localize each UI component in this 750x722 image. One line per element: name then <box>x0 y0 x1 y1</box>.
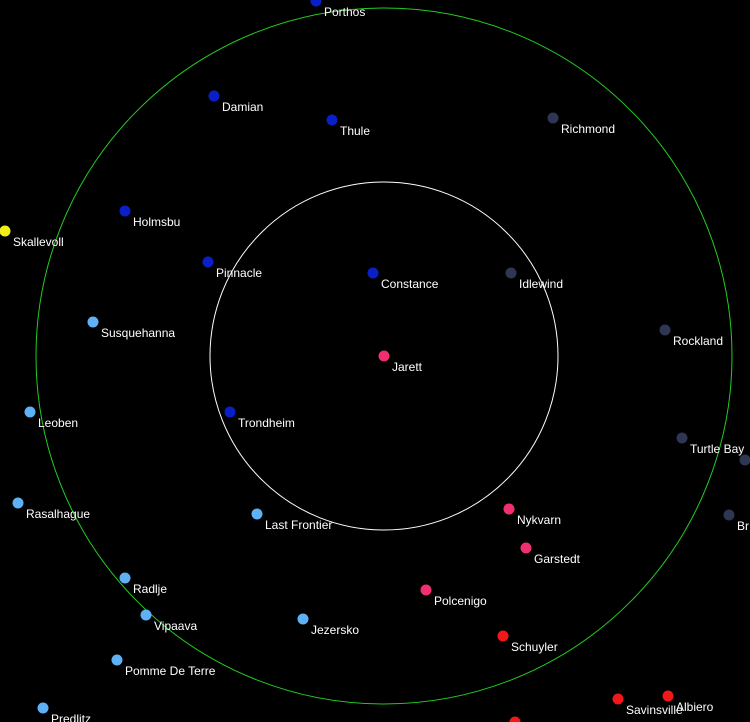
system-predlitz[interactable]: Predlitz <box>37 702 92 722</box>
system-marker[interactable] <box>208 90 220 102</box>
system-idlewind[interactable]: Idlewind <box>505 267 564 292</box>
system-damian[interactable]: Damian <box>208 90 264 115</box>
system-turtle-bay[interactable]: Turtle Bay <box>676 432 745 457</box>
system-label: Polcenigo <box>434 594 487 608</box>
system-label: Leoben <box>38 416 78 430</box>
system-richmond[interactable]: Richmond <box>547 112 616 137</box>
system-marker[interactable] <box>612 693 624 705</box>
system-marker[interactable] <box>87 316 99 328</box>
system-marker[interactable] <box>111 654 123 666</box>
system-marker[interactable] <box>0 225 11 237</box>
system-label: Vipaava <box>154 619 197 633</box>
outer-range-ring <box>35 7 733 705</box>
system-label: Turtle Bay <box>690 442 744 456</box>
system-marker[interactable] <box>202 256 214 268</box>
system-marker[interactable] <box>503 503 515 515</box>
system-jezersko[interactable]: Jezersko <box>297 613 360 638</box>
system-label: Thule <box>340 124 370 138</box>
system-label: Richmond <box>561 122 615 136</box>
system-label: Constance <box>381 277 439 291</box>
system-marker[interactable] <box>723 509 735 521</box>
system-label: Albiero <box>676 700 714 714</box>
system-label: Last Frontier <box>265 518 332 532</box>
system-pinnacle[interactable]: Pinnacle <box>202 256 263 281</box>
system-unnamed-15[interactable] <box>739 454 750 466</box>
system-label: Damian <box>222 100 263 114</box>
system-marker[interactable] <box>251 508 263 520</box>
system-marker[interactable] <box>520 542 532 554</box>
system-label: Trondheim <box>238 416 295 430</box>
system-porthos[interactable]: Porthos <box>310 0 366 19</box>
system-label: Porthos <box>324 5 365 19</box>
inner-range-ring <box>209 181 559 531</box>
system-marker[interactable] <box>497 630 509 642</box>
system-label: Rasalhague <box>26 507 90 521</box>
system-marker[interactable] <box>367 267 379 279</box>
system-garstedt[interactable]: Garstedt <box>520 542 581 567</box>
system-holmsbu[interactable]: Holmsbu <box>119 205 181 230</box>
system-nykvarn[interactable]: Nykvarn <box>503 503 562 528</box>
system-marker[interactable] <box>119 205 131 217</box>
system-label: Radlje <box>133 582 167 596</box>
system-vipaava[interactable]: Vipaava <box>140 609 198 634</box>
system-marker[interactable] <box>37 702 49 714</box>
system-marker[interactable] <box>509 716 521 722</box>
system-pomme-de-terre[interactable]: Pomme De Terre <box>111 654 216 679</box>
system-unnamed-30[interactable] <box>509 716 521 722</box>
system-marker[interactable] <box>224 406 236 418</box>
system-label: Skallevoll <box>13 235 64 249</box>
system-marker[interactable] <box>676 432 688 444</box>
system-leoben[interactable]: Leoben <box>24 406 79 431</box>
system-marker[interactable] <box>547 112 559 124</box>
system-rasalhague[interactable]: Rasalhague <box>12 497 91 522</box>
system-label: Br <box>737 519 749 533</box>
system-skallevoll[interactable]: Skallevoll <box>0 225 64 250</box>
system-br[interactable]: Br <box>723 509 750 534</box>
system-thule[interactable]: Thule <box>326 114 371 139</box>
system-label: Schuyler <box>511 640 558 654</box>
system-label: Nykvarn <box>517 513 561 527</box>
system-last-frontier[interactable]: Last Frontier <box>251 508 333 533</box>
system-label: Holmsbu <box>133 215 180 229</box>
system-marker[interactable] <box>119 572 131 584</box>
system-label: Jarett <box>392 360 423 374</box>
system-marker[interactable] <box>505 267 517 279</box>
system-polcenigo[interactable]: Polcenigo <box>420 584 488 609</box>
system-label: Jezersko <box>311 623 359 637</box>
system-label: Pinnacle <box>216 266 262 280</box>
system-marker[interactable] <box>310 0 322 7</box>
system-marker[interactable] <box>24 406 36 418</box>
system-trondheim[interactable]: Trondheim <box>224 406 295 431</box>
system-schuyler[interactable]: Schuyler <box>497 630 558 655</box>
system-label: Savinsville <box>626 703 683 717</box>
system-label: Predlitz <box>51 712 91 722</box>
system-susquehanna[interactable]: Susquehanna <box>87 316 176 341</box>
system-label: Pomme De Terre <box>125 664 216 678</box>
system-label: Garstedt <box>534 552 581 566</box>
system-marker[interactable] <box>659 324 671 336</box>
system-marker[interactable] <box>297 613 309 625</box>
system-marker[interactable] <box>378 350 390 362</box>
system-marker[interactable] <box>140 609 152 621</box>
system-radlje[interactable]: Radlje <box>119 572 168 597</box>
system-label: Rockland <box>673 334 723 348</box>
system-marker[interactable] <box>12 497 24 509</box>
system-savinsville[interactable]: Savinsville <box>612 693 684 718</box>
system-constance[interactable]: Constance <box>367 267 439 292</box>
system-label: Susquehanna <box>101 326 175 340</box>
system-albiero[interactable]: Albiero <box>662 690 714 715</box>
system-marker[interactable] <box>420 584 432 596</box>
range-rings <box>35 7 733 705</box>
system-marker[interactable] <box>739 454 750 466</box>
system-jarett[interactable]: Jarett <box>378 350 423 375</box>
system-marker[interactable] <box>662 690 674 702</box>
system-label: Idlewind <box>519 277 563 291</box>
system-marker[interactable] <box>326 114 338 126</box>
system-rockland[interactable]: Rockland <box>659 324 724 349</box>
